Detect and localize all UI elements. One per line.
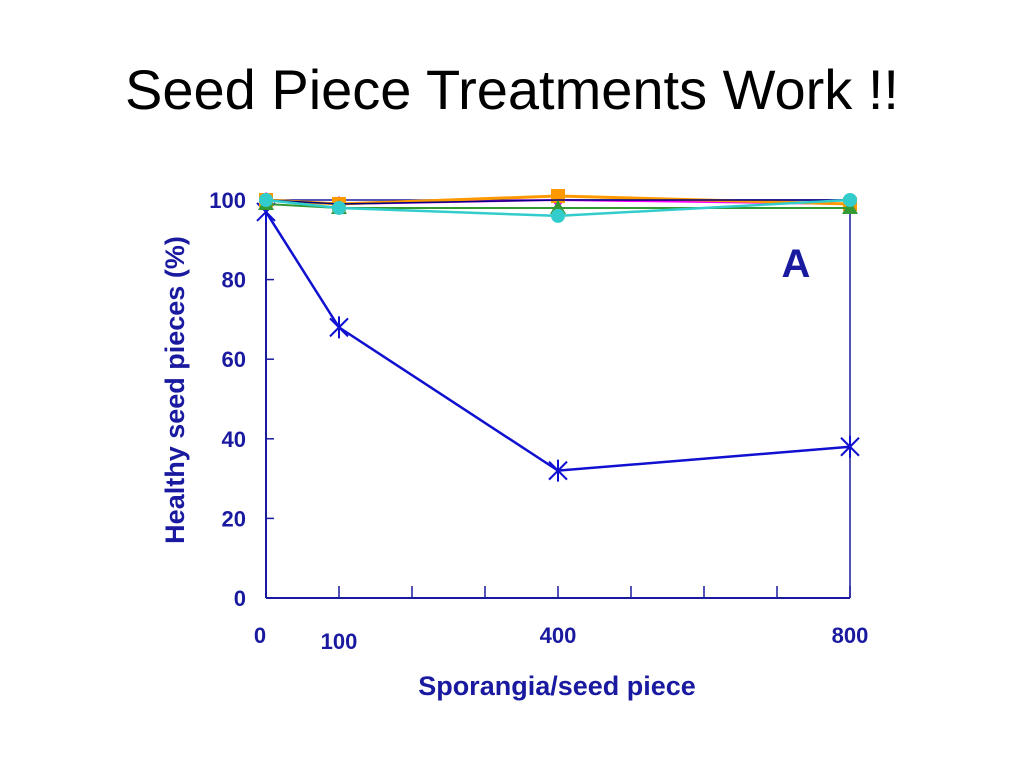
data-point-marker [329,316,349,339]
data-point-marker [551,208,565,223]
series-1 [256,200,860,482]
data-point-marker [843,193,857,207]
y-tick-label: 60 [222,347,246,372]
y-tick-label: 40 [222,427,246,452]
y-tick-label: 80 [222,268,246,293]
series-line [265,199,850,205]
x-tick-label: 400 [540,623,577,648]
chart-axes: 0 100 400 800 0 20 40 60 80 100 [209,188,868,654]
series-6 [259,193,857,223]
panel-label: A [782,242,811,286]
x-tick-label: 800 [832,623,869,648]
series-4 [265,199,850,205]
x-axis-label: Sporangia/seed piece [418,671,696,701]
x-tick-label: 100 [321,629,358,654]
data-point-marker [259,193,273,207]
data-point-marker [840,435,860,458]
y-tick-label: 100 [209,188,246,213]
series-layer [256,189,860,482]
y-tick-label: 0 [234,586,246,611]
x-tick-label: 0 [254,623,266,648]
series-line [265,198,851,218]
y-tick-label: 20 [222,506,246,531]
y-axis-label: Healthy seed pieces (%) [160,236,190,544]
data-point-marker [332,200,346,215]
slide-title: Seed Piece Treatments Work !! [125,58,899,121]
series-line [264,211,851,472]
data-point-marker [548,459,568,482]
